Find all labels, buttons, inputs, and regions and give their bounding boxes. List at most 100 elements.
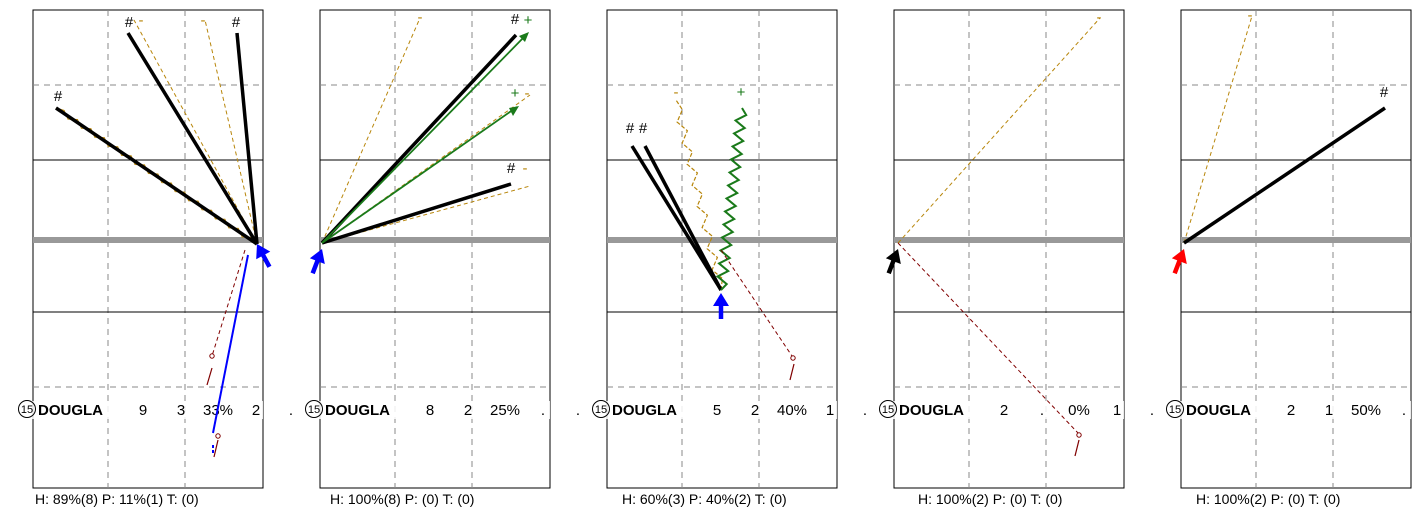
p4-maroon-dash: [897, 242, 1079, 434]
player-name: DOUGLA: [612, 402, 677, 419]
stat-2: 40%: [777, 402, 807, 419]
p3-sym-dash: -: [674, 84, 679, 101]
p5-hit-1: [1183, 106, 1386, 245]
player-number: 15: [308, 404, 320, 416]
stats-row: 15 DOUGLA 9 3 33% 2.: [13, 400, 293, 419]
p2-sym-hash-2: #: [507, 160, 516, 177]
stats-bg: [300, 401, 550, 419]
p2-sym-plus-2: +: [511, 85, 520, 102]
p1-maroon-point: [209, 353, 215, 359]
p4-sym-dash: -: [1097, 9, 1102, 26]
player-badge: [18, 400, 36, 418]
p5-pointer-head: [1171, 249, 1187, 265]
stat-4: .: [289, 402, 293, 419]
panel-5-marks: -#: [1171, 7, 1389, 275]
stat-3: 1: [826, 402, 834, 419]
stat-4: .: [863, 402, 867, 419]
panel-1: 15 DOUGLA 9 3 33% 2.: [13, 9, 293, 489]
p3-maroon-tick: [789, 363, 795, 381]
p5-dashed-a: [1183, 15, 1253, 244]
p2-green-head-1: [519, 32, 529, 42]
p1-sym-hash-3: #: [232, 14, 241, 31]
stat-3: .: [541, 402, 545, 419]
p3-hit-1: [630, 145, 723, 291]
stat-2: 0%: [1068, 402, 1090, 419]
p2-green-1: [321, 33, 528, 244]
p2-hit-2: [321, 182, 512, 245]
player-badge: [592, 400, 610, 418]
player-number: 15: [882, 404, 894, 416]
panel-2-footer: H: 100%(8) P: (0) T: (0): [330, 491, 475, 507]
panel-4-marks: -: [885, 9, 1102, 457]
p1-maroon-point-2: [215, 433, 221, 439]
p2-dashed-a: [321, 17, 421, 244]
stats-bg: [874, 401, 1124, 419]
player-number: 15: [21, 404, 33, 416]
stat-2: 25%: [490, 402, 520, 419]
p4-pointer: [885, 249, 901, 275]
p1-sym-hash-2: #: [125, 14, 134, 31]
p3-pointer: [713, 293, 729, 319]
panel-1-footer: H: 89%(8) P: 11%(1) T: (0): [35, 491, 199, 507]
stats-bg: [587, 401, 837, 419]
p2-sym-hash-1: #: [511, 11, 520, 28]
p1-pointer: [256, 244, 272, 268]
p1-sym-dash-1: -: [139, 12, 144, 29]
p1-zig-a: [55, 107, 258, 245]
p2-sym-dash-3: -: [523, 160, 528, 177]
p4-maroon-tick: [1074, 439, 1080, 457]
p2-hit-1: [320, 33, 518, 245]
stat-1: .: [1040, 402, 1044, 419]
stats-row: 15 DOUGLA 2. 0% 1.: [874, 400, 1154, 419]
p1-hit-1: [55, 106, 258, 246]
p3-sym-hash-1: #: [626, 120, 635, 137]
player-badge: [305, 400, 323, 418]
p3-dashed-zig: [675, 99, 724, 291]
stat-1: 2: [464, 402, 472, 419]
stat-2: 50%: [1351, 402, 1381, 419]
p1-maroon-dash: [211, 249, 246, 357]
stat-0: 5: [713, 402, 721, 419]
p1-hit-3: [235, 32, 259, 245]
panel-1-marks: ## - - #: [54, 12, 272, 458]
p1-sym-dash-2: -: [201, 12, 206, 29]
stat-3: .: [1402, 402, 1406, 419]
panel-3-marks: - + # #: [626, 84, 796, 381]
panel-2: 15 DOUGLA 8 2 25%..: [300, 9, 580, 489]
stat-4: .: [576, 402, 580, 419]
player-badge: [1166, 400, 1184, 418]
p2-sym-dash-1: -: [418, 9, 423, 26]
p3-green-zig: [715, 107, 748, 291]
stats-row: 15 DOUGLA 5 2 40% 1.: [587, 400, 867, 419]
panel-3-footer: H: 60%(3) P: 40%(2) T: (0): [622, 491, 787, 507]
p5-sym-hash: #: [1380, 84, 1389, 101]
panel-3: 15 DOUGLA 5 2 40% 1.: [587, 9, 867, 489]
stat-0: 8: [426, 402, 434, 419]
p1-pointer-head: [256, 244, 271, 260]
panel-frame: [1180, 9, 1412, 489]
stat-0: 9: [139, 402, 147, 419]
panel-4-footer: H: 100%(2) P: (0) T: (0): [918, 491, 1063, 507]
p3-sym-plus: +: [737, 84, 746, 101]
panel-4: 15 DOUGLA 2. 0% 1.: [874, 9, 1154, 489]
player-name: DOUGLA: [38, 402, 103, 419]
stats-row: 15 DOUGLA 8 2 25%..: [300, 400, 580, 419]
p3-hit-2: [643, 145, 723, 291]
player-number: 15: [595, 404, 607, 416]
p2-green-2: [321, 106, 518, 244]
stat-3: 1: [1113, 402, 1121, 419]
p2-sym-plus-1: +: [524, 12, 533, 29]
p3-maroon-point: [790, 355, 796, 361]
stats-bg: [13, 401, 263, 419]
p1-sym-hash-1: #: [54, 88, 63, 105]
player-name: DOUGLA: [899, 402, 964, 419]
p5-pointer: [1171, 249, 1187, 275]
p2-pointer: [309, 249, 325, 275]
panel-5-footer: H: 100%(2) P: (0) T: (0): [1196, 491, 1341, 507]
p1-hit-2: [126, 32, 259, 245]
panel-frame: [319, 9, 551, 489]
p1-blue-line: [212, 254, 249, 434]
stat-3: 2: [252, 402, 260, 419]
